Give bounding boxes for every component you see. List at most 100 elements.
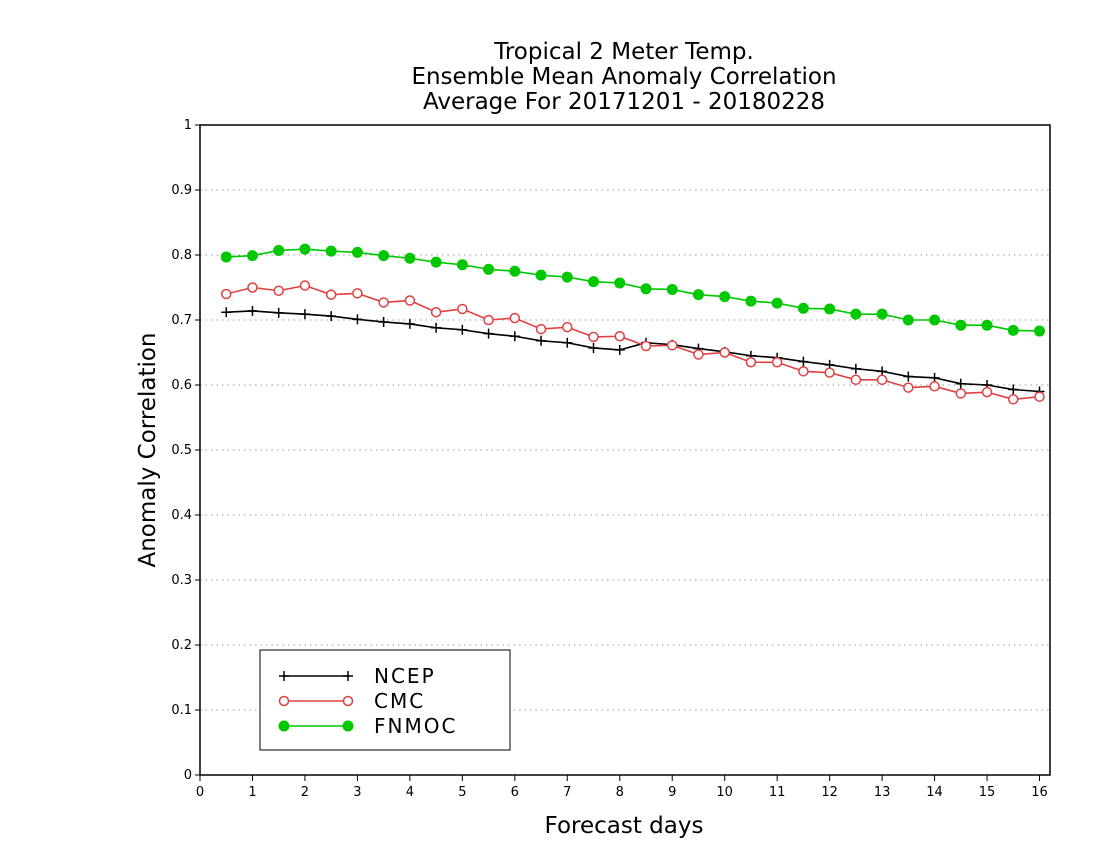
data-point-cmc [1008,394,1019,405]
grid [200,189,1050,711]
data-point-fnmoc [220,251,232,263]
data-point-ncep [509,331,520,342]
legend-marker-cmc [342,695,354,707]
data-point-fnmoc [850,308,862,320]
x-tick-label: 7 [563,785,571,800]
y-tick-label: 0.2 [171,638,192,653]
x-tick-label: 12 [821,785,838,800]
data-point-ncep [483,328,494,339]
data-point-ncep [850,363,861,374]
x-tick-label: 9 [668,785,676,800]
data-point-ncep [1008,384,1019,395]
data-point-ncep [431,322,442,333]
legend-marker-fnmoc [342,720,354,732]
legend-marker-cmc [278,695,290,707]
x-tick-label: 1 [248,785,256,800]
x-tick-label: 13 [874,785,891,800]
data-point-cmc [404,295,416,306]
series-cmc [220,280,1045,405]
data-point-fnmoc [404,252,416,264]
data-point-cmc [430,306,442,318]
legend-item-fnmoc: FNMOC [278,714,457,738]
data-point-ncep [221,307,232,318]
data-point-fnmoc [483,263,495,275]
title-line-3: Average For 20171201 - 20180228 [423,89,825,115]
data-point-ncep [352,314,363,325]
data-point-ncep [536,335,547,346]
x-tick-label: 10 [716,785,733,800]
data-point-fnmoc [561,271,573,283]
series-line-ncep [226,310,1040,393]
data-point-cmc [535,323,547,335]
data-point-fnmoc [509,265,521,277]
y-tick-label: 0.5 [171,443,192,458]
x-tick-label: 14 [926,785,943,800]
data-point-fnmoc [876,308,888,320]
data-point-fnmoc [719,291,731,303]
data-point-ncep [378,316,389,327]
legend-marker-ncep [343,671,353,681]
x-tick-label: 3 [353,785,361,800]
data-point-cmc [509,312,521,324]
data-point-fnmoc [246,250,258,262]
legend-label-ncep: NCEP [374,664,436,688]
y-axis: 0 0.1 0.2 0.3 0.4 0.5 0.6 0.7 0.8 0.9 1 [171,118,200,783]
legend-item-ncep: NCEP [279,664,436,688]
legend-label-cmc: CMC [374,689,425,713]
series-ncep [221,305,1045,397]
data-point-fnmoc [797,302,809,314]
y-tick-label: 0 [184,768,192,783]
y-tick-label: 0.9 [171,183,192,198]
data-point-ncep [404,318,415,329]
data-point-cmc [614,331,626,342]
x-tick-label: 6 [511,785,519,800]
data-point-fnmoc [430,256,442,268]
x-tick-label: 15 [979,785,996,800]
x-tick-label: 8 [616,785,624,800]
x-tick-label: 0 [196,785,204,800]
data-point-fnmoc [1034,325,1046,337]
data-point-fnmoc [299,243,311,255]
data-point-fnmoc [981,319,993,331]
data-point-ncep [588,342,599,353]
y-tick-label: 1 [184,118,192,133]
x-tick-label: 2 [301,785,309,800]
data-point-cmc [247,282,258,293]
data-point-ncep [273,307,284,318]
data-point-cmc [352,288,363,299]
x-axis-label: Forecast days [545,813,704,839]
data-point-fnmoc [666,283,678,295]
y-tick-label: 0.8 [171,248,192,263]
data-point-fnmoc [456,259,468,271]
data-point-fnmoc [640,283,652,295]
y-tick-label: 0.4 [171,508,192,523]
data-point-cmc [1034,391,1045,402]
data-point-cmc [483,314,494,326]
data-point-cmc [299,280,311,291]
data-point-fnmoc [378,250,390,262]
title-line-2: Ensemble Mean Anomaly Correlation [411,64,836,90]
data-point-ncep [326,311,337,322]
data-point-cmc [876,374,888,386]
data-point-ncep [614,344,625,355]
title-line-1: Tropical 2 Meter Temp. [493,39,754,65]
data-point-fnmoc [1007,324,1019,336]
data-point-ncep [247,305,258,316]
data-point-fnmoc [614,277,626,289]
legend-marker-fnmoc [278,720,290,732]
data-point-ncep [562,337,573,348]
data-point-fnmoc [588,276,600,288]
series-line-cmc [226,284,1040,401]
data-point-cmc [903,382,914,393]
x-tick-label: 4 [406,785,414,800]
data-point-cmc [719,347,730,358]
x-tick-label: 16 [1031,785,1048,800]
legend-label-fnmoc: FNMOC [374,714,457,738]
legend-box [259,649,511,751]
legend-item-cmc: CMC [278,689,425,713]
y-axis-label: Anomaly Correlation [135,332,161,567]
data-point-cmc [981,386,993,398]
y-tick-label: 0.3 [171,573,192,588]
